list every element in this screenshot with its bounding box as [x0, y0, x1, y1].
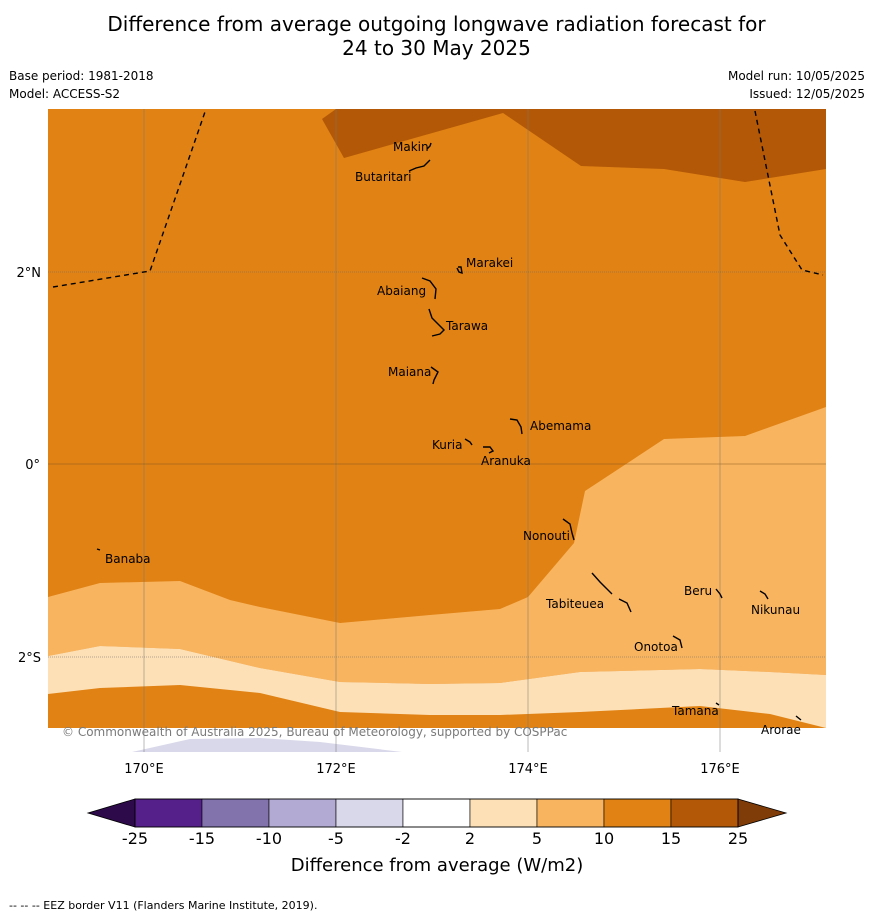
island-tamana [715, 702, 720, 706]
lat-axis-labels: 2°N 0° 2°S [17, 266, 42, 666]
island-kuria [464, 438, 473, 446]
label-tarawa: Tarawa [445, 319, 488, 333]
lon-label-174e: 174°E [508, 762, 548, 777]
model-run: Model run: 10/05/2025 [727, 69, 865, 83]
eez-borders [52, 108, 824, 288]
colorbar-under-arrow [86, 798, 136, 828]
label-banaba: Banaba [105, 552, 151, 566]
meta-left: Base period: 1981-2018 Model: ACCESS-S2 [9, 67, 154, 103]
colorbar-tick-label: -2 [395, 829, 411, 848]
colorbar-cell [134, 798, 203, 828]
island-nikunau [759, 590, 769, 600]
field-cream-band [48, 646, 826, 728]
colorbar-frame [134, 798, 739, 828]
island-banaba [96, 548, 101, 551]
title-line-2: 24 to 30 May 2025 [342, 36, 531, 60]
copyright-notice: © Commonwealth of Australia 2025, Bureau… [62, 725, 567, 739]
title-line-1: Difference from average outgoing longwav… [107, 12, 766, 36]
island-maiana [430, 366, 439, 385]
island-beru [715, 588, 723, 599]
colorbar-cell [603, 798, 672, 828]
label-butaritari: Butaritari [355, 170, 412, 184]
label-maiana: Maiana [388, 365, 431, 379]
colorbar-label: Difference from average (W/m2) [291, 855, 583, 876]
colorbar-tick-label: -10 [256, 829, 282, 848]
colorbar-tick-label: -25 [122, 829, 148, 848]
colorbar-tick-label: 25 [728, 829, 748, 848]
island-makin [426, 142, 432, 150]
colorbar-cell [201, 798, 270, 828]
model-name: Model: ACCESS-S2 [9, 87, 121, 101]
field-lavender [132, 738, 402, 752]
label-marakei: Marakei [466, 256, 513, 270]
colorbar-cell [469, 798, 538, 828]
island-arorae [795, 715, 802, 721]
colorbar-cell [268, 798, 337, 828]
colorbar-cell [402, 798, 471, 828]
colorbar-ticks: -25 -15 -10 -5 -2 2 5 10 15 25 [122, 829, 748, 848]
label-nikunau: Nikunau [751, 603, 800, 617]
eez-legend-note: -- -- -- EEZ border V11 (Flanders Marine… [9, 899, 318, 912]
label-abemama: Abemama [530, 419, 591, 433]
base-period: Base period: 1981-2018 [9, 69, 154, 83]
island-aranuka [483, 446, 495, 454]
island-abemama [509, 418, 523, 435]
colorbar-cell [670, 798, 739, 828]
island-marakei [456, 266, 463, 275]
island-tarawa [428, 308, 445, 337]
colorbar-cell [335, 798, 404, 828]
colorbar-cells [134, 798, 739, 828]
label-kuria: Kuria [432, 438, 463, 452]
colorbar-over-arrow [737, 798, 788, 828]
lat-label-0: 0° [25, 458, 40, 473]
colorbar-tick-label: 10 [594, 829, 614, 848]
lon-label-172e: 172°E [316, 762, 356, 777]
colorbar-tick-label: 5 [532, 829, 542, 848]
label-nonouti: Nonouti [523, 529, 570, 543]
label-abaiang: Abaiang [377, 284, 426, 298]
issued-date: Issued: 12/05/2025 [749, 87, 865, 101]
meta-right: Model run: 10/05/2025 Issued: 12/05/2025 [728, 67, 865, 103]
label-makin: Makin [393, 140, 429, 154]
island-tabiteuea-south [618, 598, 632, 613]
island-tabiteuea-north [591, 572, 613, 595]
colorbar-tick-label: -5 [328, 829, 344, 848]
label-onotoa: Onotoa [634, 640, 678, 654]
eez-border-east [754, 110, 824, 276]
gridlines [48, 109, 826, 752]
lon-label-170e: 170°E [124, 762, 164, 777]
colorbar-cell [536, 798, 605, 828]
field-dark-orange [322, 109, 826, 182]
chart-title: Difference from average outgoing longwav… [0, 12, 873, 60]
field-light-orange-east [48, 407, 826, 684]
island-onotoa [672, 635, 683, 649]
label-beru: Beru [684, 584, 712, 598]
lat-label-2n: 2°N [17, 266, 42, 281]
label-aranuka: Aranuka [481, 454, 531, 468]
colorbar-tick-label: -15 [189, 829, 215, 848]
colorbar-tick-label: 15 [661, 829, 681, 848]
island-nonouti [562, 518, 575, 541]
lat-label-2s: 2°S [18, 651, 41, 666]
lon-axis-labels: 170°E 172°E 174°E 176°E [124, 762, 740, 777]
island-abaiang [421, 277, 437, 300]
contour-fields [48, 109, 826, 752]
label-tabiteuea: Tabiteuea [545, 597, 604, 611]
lon-label-176e: 176°E [700, 762, 740, 777]
island-outlines [96, 142, 802, 721]
island-butaritari [408, 159, 431, 172]
label-arorae: Arorae [761, 723, 801, 737]
label-tamana: Tamana [671, 704, 719, 718]
colorbar: -25 -15 -10 -5 -2 2 5 10 15 25 Difference from av… [86, 798, 788, 876]
place-labels: Makin Butaritari Marakei Abaiang Tarawa … [105, 140, 801, 737]
colorbar-tick-label: 2 [465, 829, 475, 848]
